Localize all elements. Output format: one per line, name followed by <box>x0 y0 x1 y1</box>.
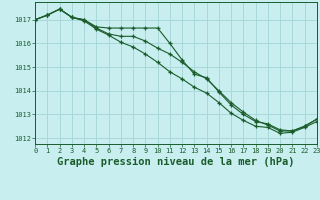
X-axis label: Graphe pression niveau de la mer (hPa): Graphe pression niveau de la mer (hPa) <box>57 157 295 167</box>
